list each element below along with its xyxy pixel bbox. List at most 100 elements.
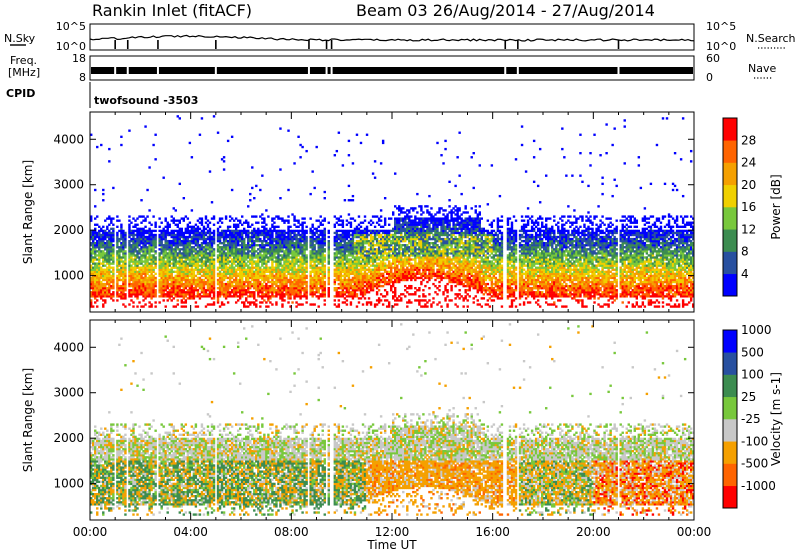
data-cell	[194, 264, 198, 267]
data-cell	[104, 237, 107, 241]
freq-gap-tick	[325, 66, 328, 75]
data-cell	[218, 246, 222, 249]
data-cell	[281, 305, 284, 308]
data-cell	[335, 221, 339, 224]
data-cell	[132, 291, 135, 294]
data-cell	[96, 305, 99, 308]
data-cell	[138, 270, 141, 273]
data-cell	[106, 233, 109, 237]
data-cell	[92, 278, 95, 282]
data-cell	[186, 242, 190, 245]
data-cell	[206, 244, 210, 247]
data-cell	[210, 260, 214, 263]
data-cell	[313, 293, 316, 296]
data-cell	[100, 244, 103, 247]
data-cell	[315, 264, 318, 267]
data-cell	[118, 248, 121, 251]
data-cell	[377, 217, 381, 220]
data-cell	[96, 293, 99, 296]
data-cell	[162, 248, 165, 251]
data-cell	[212, 303, 216, 306]
data-cell	[136, 289, 139, 292]
data-cell	[301, 225, 304, 228]
data-cell	[146, 276, 149, 280]
data-cell	[176, 289, 179, 292]
data-cell	[154, 252, 157, 255]
data-cell	[112, 262, 115, 265]
data-cell	[184, 252, 188, 255]
data-cell	[206, 235, 210, 239]
data-cell	[134, 276, 137, 280]
data-cell	[218, 280, 222, 284]
data-cell	[271, 293, 274, 296]
data-cell	[108, 252, 111, 255]
data-cell	[166, 291, 169, 294]
data-cell	[112, 295, 115, 298]
data-cell	[249, 192, 252, 196]
data-cell	[168, 223, 171, 226]
data-cell	[158, 295, 161, 298]
data-cell	[251, 186, 254, 190]
data-cell	[144, 252, 147, 255]
data-cell	[136, 254, 139, 257]
data-cell	[176, 256, 179, 259]
data-cell	[162, 268, 165, 271]
data-cell	[247, 223, 250, 226]
data-cell	[142, 295, 145, 298]
data-cell	[367, 221, 371, 224]
data-cell	[204, 272, 208, 276]
data-cell	[396, 303, 399, 306]
data-cell	[194, 258, 198, 261]
data-cell	[128, 242, 131, 245]
data-cell	[210, 278, 214, 282]
data-cell	[180, 235, 184, 239]
data-cell	[176, 274, 179, 278]
data-cell	[162, 287, 165, 290]
data-cell	[271, 235, 274, 239]
data-cell	[220, 158, 224, 161]
data-cell	[142, 254, 145, 257]
data-cell	[164, 295, 167, 298]
data-cell	[327, 258, 330, 261]
data-cell	[100, 280, 103, 284]
data-cell	[335, 231, 339, 235]
data-cell	[216, 233, 220, 237]
data-cell	[116, 289, 119, 292]
data-cell	[188, 280, 192, 284]
data-cell	[192, 276, 196, 280]
data-cell	[174, 258, 177, 261]
data-cell	[162, 295, 165, 298]
data-cell	[196, 246, 200, 249]
data-cell	[134, 250, 137, 253]
data-cell	[259, 237, 262, 241]
data-cell	[289, 233, 292, 237]
data-cell	[108, 287, 111, 290]
data-cell	[140, 305, 143, 308]
data-cell	[154, 272, 157, 276]
data-cell	[208, 258, 212, 261]
data-cell	[154, 258, 157, 261]
data-cell	[182, 260, 186, 263]
data-cell	[142, 248, 145, 251]
data-cell	[347, 139, 351, 143]
data-cell	[110, 284, 113, 288]
data-cell	[210, 266, 214, 269]
data-cell	[148, 301, 151, 304]
data-cell	[289, 225, 292, 228]
data-cell	[220, 260, 224, 263]
data-cell	[176, 219, 179, 222]
data-cell	[138, 244, 141, 247]
data-cell	[198, 270, 202, 273]
data-cell	[148, 233, 151, 237]
data-cell	[128, 252, 131, 255]
data-cell	[218, 225, 222, 228]
data-cell	[303, 252, 306, 255]
data-cell	[291, 301, 294, 304]
data-cell	[116, 280, 119, 284]
data-cell	[90, 291, 93, 294]
data-cell	[335, 289, 339, 292]
data-cell	[305, 295, 308, 298]
data-cell	[106, 244, 109, 247]
data-cell	[128, 244, 131, 247]
data-cell	[138, 274, 141, 278]
